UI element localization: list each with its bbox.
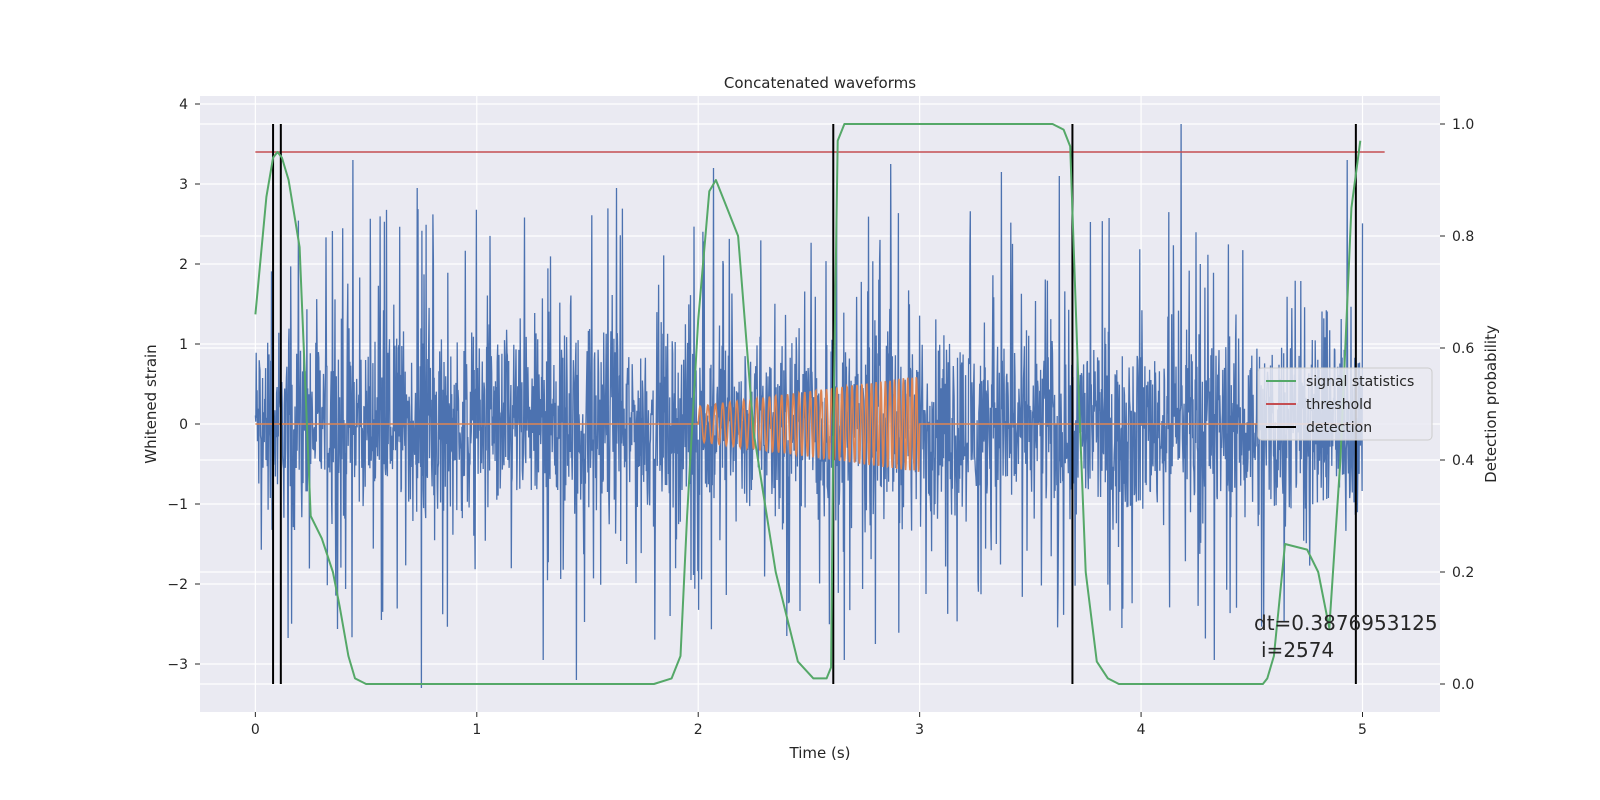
x-tick-label: 2 xyxy=(694,722,703,738)
y2-axis-label: Detection probability xyxy=(1482,325,1500,483)
x-tick-label: 1 xyxy=(472,722,481,738)
x-tick-label: 5 xyxy=(1358,722,1367,738)
signal-statistics-line xyxy=(254,123,1362,685)
y2-tick-label: 0.6 xyxy=(1452,341,1474,357)
y-axis-label: Whitened strain xyxy=(142,344,160,463)
x-tick-label: 4 xyxy=(1137,722,1146,738)
legend-label-detection: detection xyxy=(1306,420,1372,436)
x-tick-label: 3 xyxy=(915,722,924,738)
legend-label-threshold: threshold xyxy=(1306,397,1372,413)
legend-label-signal-statistics: signal statistics xyxy=(1306,374,1414,390)
right-y-axis-ticks: 0.0 0.2 0.4 0.6 0.8 1.0 xyxy=(1440,117,1474,693)
y-tick-label: −1 xyxy=(167,497,188,513)
y-tick-label: 4 xyxy=(179,97,188,113)
y-tick-label: −3 xyxy=(167,657,188,673)
injected-waveform-line xyxy=(255,377,1363,472)
legend-box xyxy=(1257,367,1433,441)
y2-tick-label: 0.8 xyxy=(1452,229,1474,245)
y-tick-label: 3 xyxy=(179,177,188,193)
y2-tick-label: 1.0 xyxy=(1452,117,1474,133)
x-axis-ticks: 0 1 2 3 4 5 xyxy=(251,712,1367,738)
y2-tick-label: 0.4 xyxy=(1452,453,1474,469)
chart-title: Concatenated waveforms xyxy=(724,74,916,92)
y-tick-label: 1 xyxy=(179,337,188,353)
left-y-axis-ticks: −3 −2 −1 0 1 2 3 4 xyxy=(167,97,200,673)
annotation-index: i=2574 xyxy=(1261,638,1334,662)
y2-tick-label: 0.0 xyxy=(1452,677,1474,693)
y-tick-label: 2 xyxy=(179,257,188,273)
legend: signal statistics threshold detection xyxy=(1257,367,1433,441)
annotation-dt: dt=0.3876953125 xyxy=(1254,611,1438,635)
y-tick-label: −2 xyxy=(167,577,188,593)
gridlines xyxy=(200,96,1440,712)
y-tick-label: 0 xyxy=(179,417,188,433)
x-axis-label: Time (s) xyxy=(789,744,851,762)
y2-tick-label: 0.2 xyxy=(1452,565,1474,581)
x-tick-label: 0 xyxy=(251,722,260,738)
